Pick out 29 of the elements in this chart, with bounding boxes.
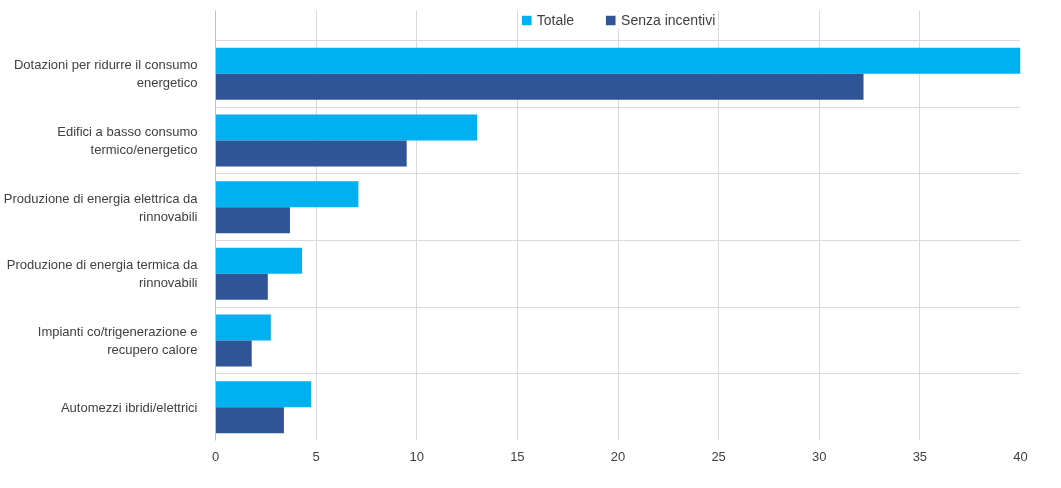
legend-label: Senza incentivi: [621, 12, 716, 28]
bar: [215, 247, 303, 274]
bar: [215, 407, 284, 434]
bar: [215, 340, 252, 367]
bar: [215, 114, 478, 141]
x-tick-label: 20: [610, 448, 626, 464]
y-tick-label: Produzione di energia termica da rinnovabili: [6, 257, 199, 291]
x-tick-label: 0: [211, 448, 220, 464]
bar: [215, 140, 407, 167]
bar: [215, 381, 312, 408]
x-tick-label: 25: [711, 448, 726, 464]
y-tick-label: Dotazioni per ridurre il consumo energetico: [13, 57, 198, 91]
bar: [215, 181, 359, 208]
y-tick-label: Edifici a basso consumo termico/energetico: [57, 124, 198, 157]
y-tick-label: Produzione di energia elettrica da rinnovabili: [3, 190, 199, 224]
x-tick-label: 5: [312, 448, 320, 464]
x-tick-label: 30: [812, 448, 827, 464]
x-tick-label: 10: [409, 448, 424, 464]
x-tick-label: 15: [510, 448, 525, 464]
bar: [215, 207, 290, 234]
x-tick-label: 40: [1013, 448, 1028, 464]
y-tick-label: Automezzi ibridi/elettrici: [60, 399, 198, 415]
x-tick-label: 35: [912, 448, 928, 464]
bar: [215, 47, 1021, 74]
y-tick-label: Impianti co/trigenerazione e recupero calore: [37, 324, 198, 357]
bar: [215, 314, 271, 341]
bar: [215, 73, 864, 100]
bar: [215, 273, 268, 300]
legend-label: Totale: [536, 12, 575, 28]
